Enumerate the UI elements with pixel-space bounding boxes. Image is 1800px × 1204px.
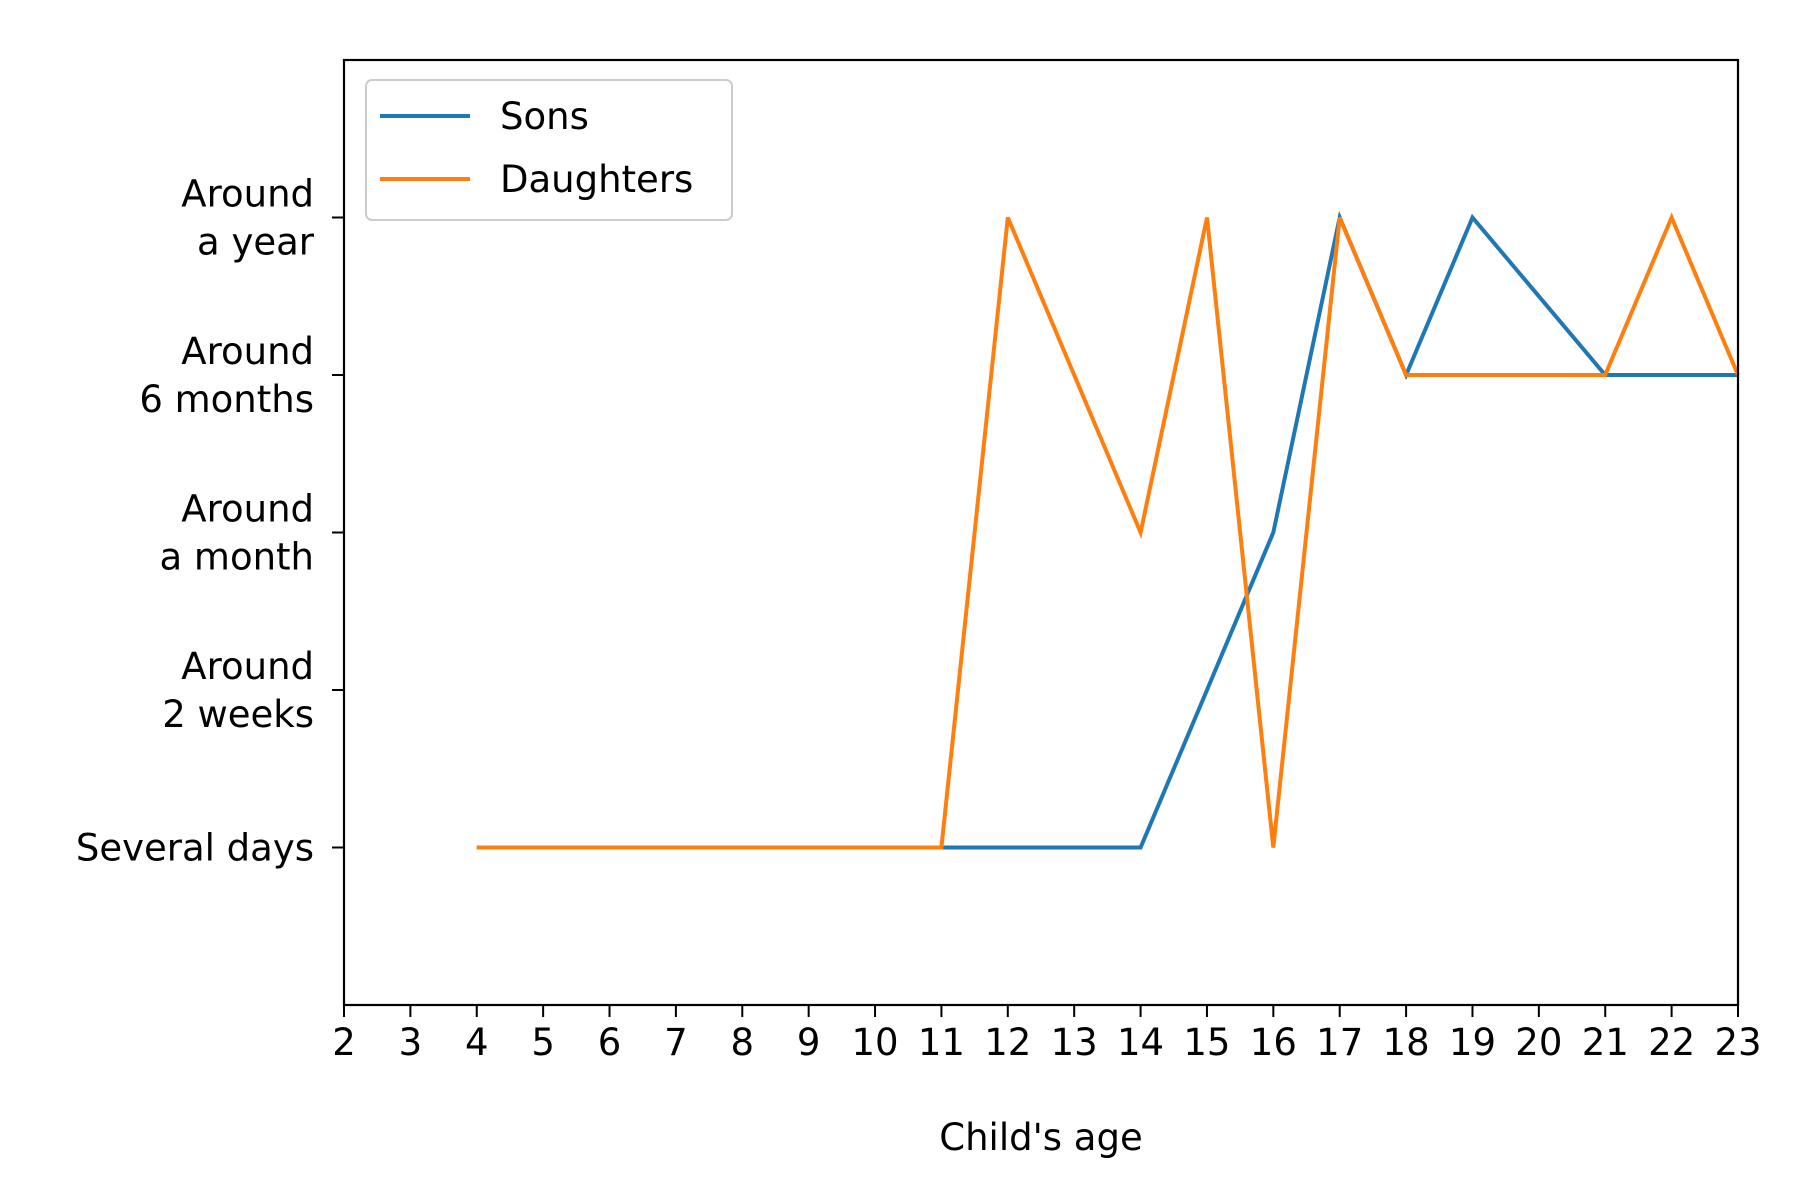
y-tick-label: Several days [76,827,314,870]
x-tick-label: 11 [918,1021,965,1064]
series-layer [476,210,1740,850]
x-tick-label: 14 [1117,1021,1164,1064]
x-tick-label: 12 [984,1021,1031,1064]
series-line-daughters [476,212,1740,850]
legend: Sons Daughters [365,79,733,221]
legend-label-daughters: Daughters [500,158,693,201]
x-tick-label: 20 [1515,1021,1562,1064]
x-tick-label: 8 [731,1021,755,1064]
x-axis-label: Child's age [939,1116,1142,1159]
x-tick-label: 17 [1316,1021,1363,1064]
x-tick-label: 23 [1714,1021,1761,1064]
x-tick-label: 21 [1582,1021,1629,1064]
x-tick-label: 10 [852,1021,899,1064]
legend-label-sons: Sons [500,95,589,138]
x-tick-label: 5 [531,1021,555,1064]
x-tick-label: 7 [664,1021,688,1064]
y-tick-label: Around 2 weeks [162,645,314,736]
y-tick-label: Around 6 months [139,330,314,421]
y-axis-ticks: Several days Around 2 weeks Around a month Ar… [76,173,344,870]
x-tick-label: 22 [1648,1021,1695,1064]
x-tick-label: 13 [1051,1021,1098,1064]
x-tick-label: 16 [1250,1021,1297,1064]
x-tick-label: 19 [1449,1021,1496,1064]
x-axis-ticks: 2 3 4 5 6 7 8 9 10 11 12 13 14 15 16 17 18 19 20 21 22 23 [332,1005,1762,1064]
x-tick-label: 4 [465,1021,489,1064]
x-tick-label: 3 [399,1021,423,1064]
y-tick-label: Around a year [181,173,315,264]
x-tick-label: 6 [598,1021,622,1064]
x-tick-label: 15 [1183,1021,1230,1064]
y-tick-label: Around a month [159,488,314,579]
x-tick-label: 9 [797,1021,821,1064]
x-tick-label: 18 [1383,1021,1430,1064]
x-tick-label: 2 [332,1021,356,1064]
